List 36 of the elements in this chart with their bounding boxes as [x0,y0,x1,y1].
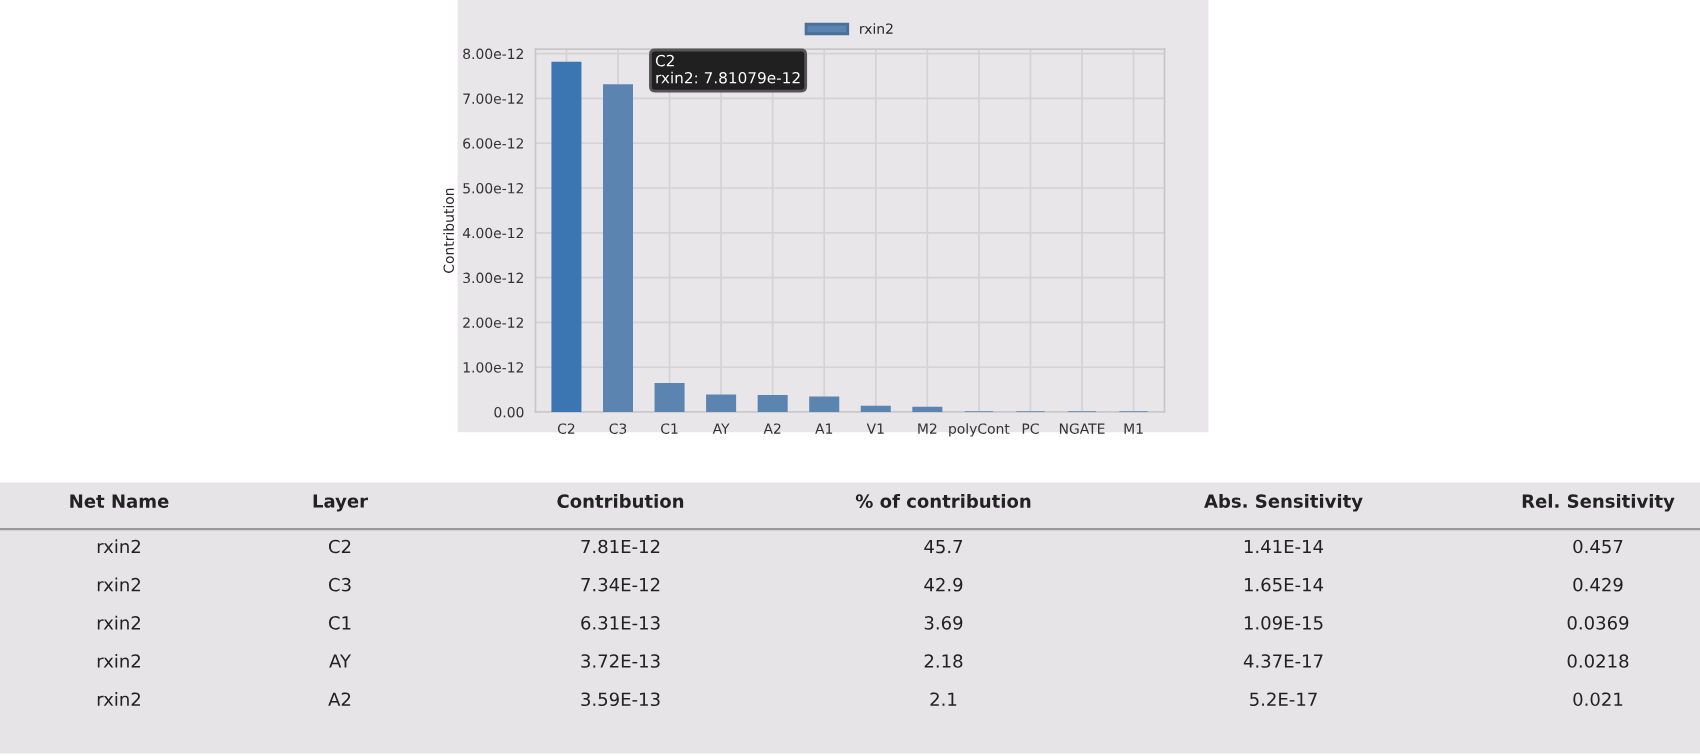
text: 0.457 [1573,539,1623,554]
text: rxin2 [97,692,140,706]
text: C1 [328,616,351,630]
text: 1.65E-14 [1244,577,1324,592]
text: 1.09E-15 [1244,616,1323,630]
text: 1.41E-14 [1244,539,1324,554]
text: Net Name [70,494,169,508]
text: Contribution [557,494,684,508]
text: C2 [328,539,351,554]
text: Layer [313,494,368,512]
text: Rel. Sensitivity [1522,493,1675,512]
text: 7.34E-12 [581,577,660,592]
text: 3.69 [924,616,963,630]
text: A2 [328,692,351,706]
text: rxin2 [97,615,140,630]
text: 0.0369 [1567,616,1629,630]
text: 5.2E-17 [1250,692,1317,707]
text: rxin2 [97,577,140,592]
text: 4.37E-17 [1243,654,1323,668]
text: rxin2 [97,653,140,668]
text: 2.1 [930,692,957,706]
text: 6.31E-13 [581,616,660,630]
text: Abs. Sensitivity [1204,493,1363,512]
text: % of contribution [855,494,1031,508]
text: 0.0218 [1567,654,1629,668]
text: 3.72E-13 [581,654,660,668]
text: 7.81E-12 [581,539,660,554]
text: 0.429 [1573,577,1623,592]
text: 42.9 [924,577,963,592]
text: 2.18 [924,654,963,668]
text: rxin2 [97,539,140,554]
text: C3 [328,577,351,592]
text: 0.021 [1573,692,1623,707]
text: 3.59E-13 [581,692,660,707]
text: AY [329,654,352,668]
text: 45.7 [924,539,963,554]
